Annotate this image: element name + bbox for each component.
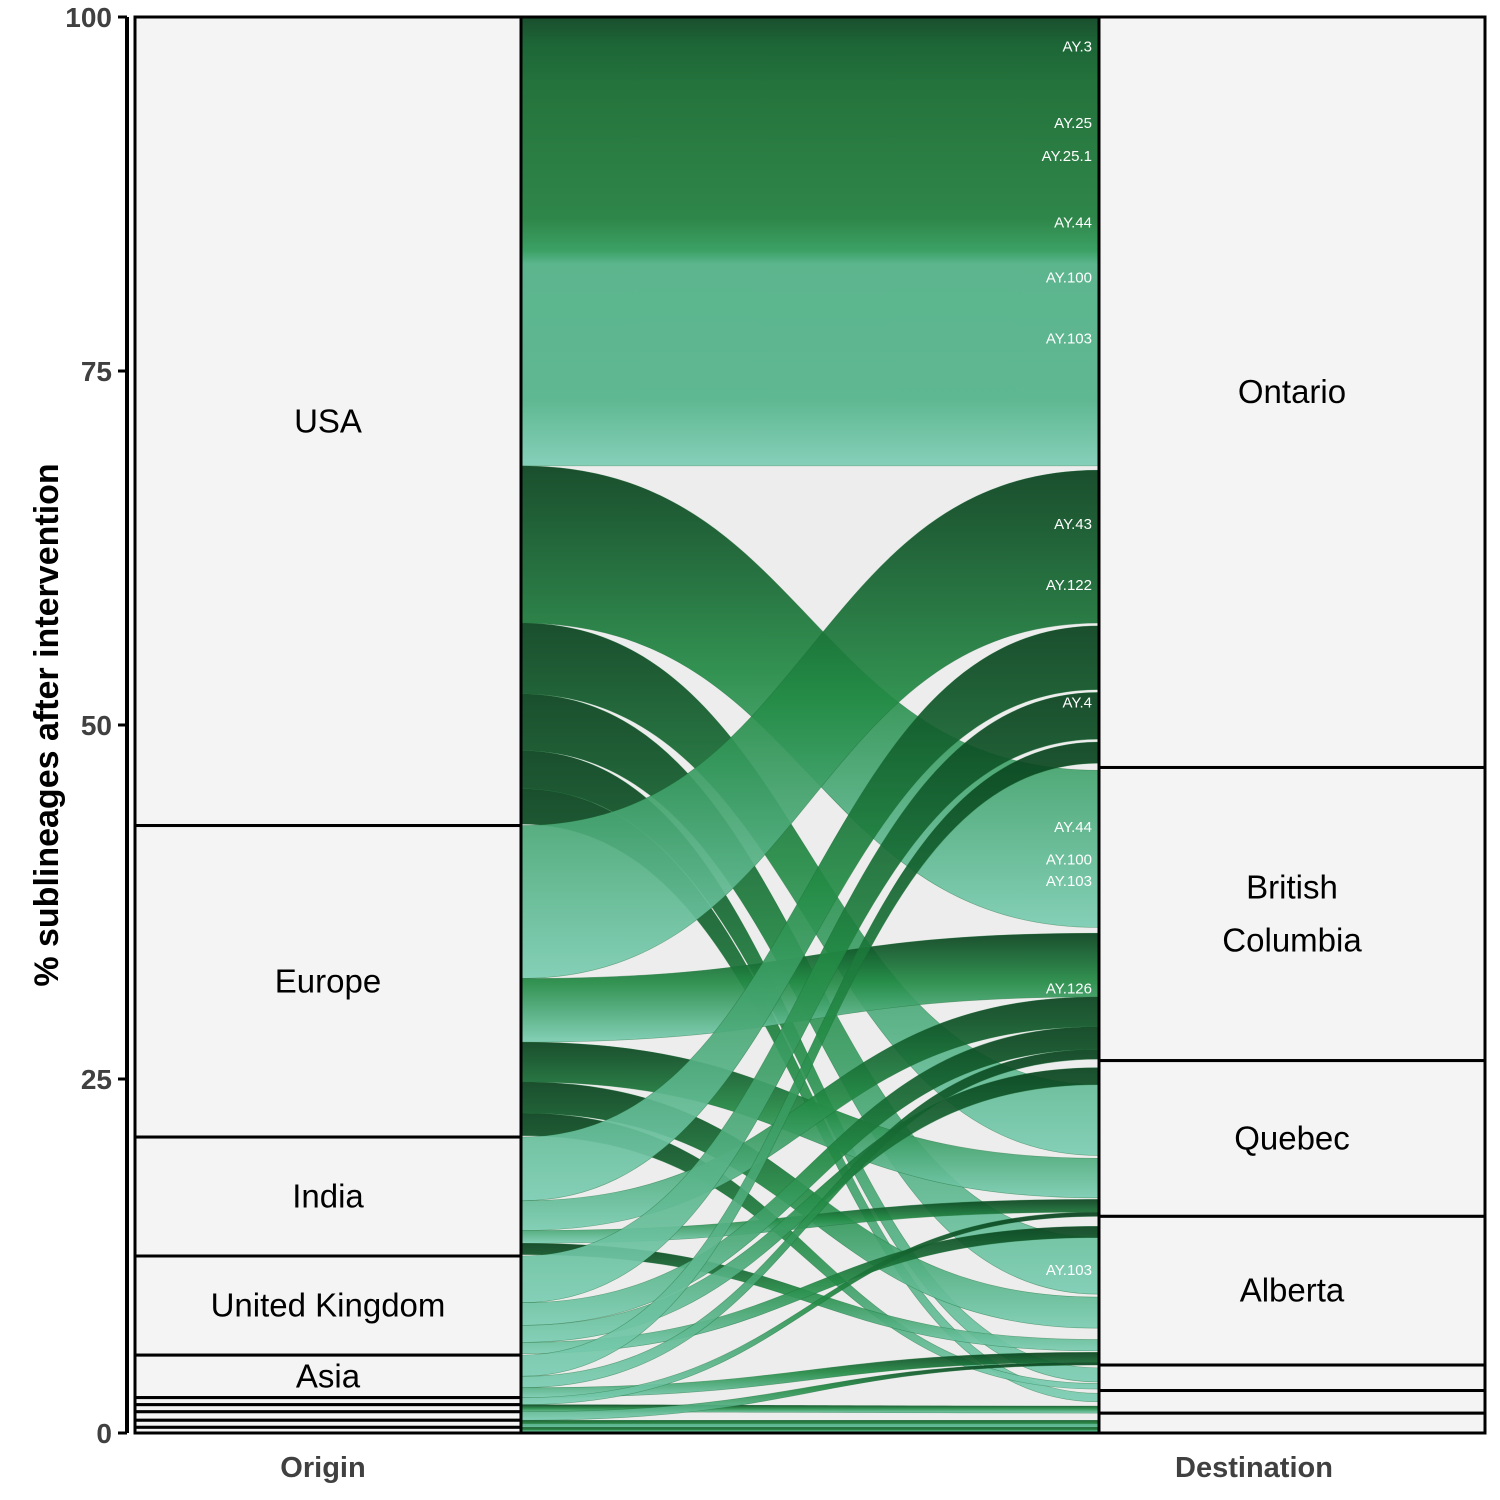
- destination-stratum-label: Quebec: [1234, 1119, 1350, 1156]
- lineage-label: AY.100: [1046, 270, 1092, 287]
- origin-stratum: [133, 1353, 523, 1400]
- lineage-label: AY.4: [1063, 694, 1092, 711]
- origin-stratum-label: United Kingdom: [211, 1287, 446, 1324]
- flow-band: [520, 1419, 1100, 1428]
- lineage-label: AY.100: [1046, 852, 1092, 869]
- y-tick-label: 0: [96, 1418, 112, 1449]
- y-axis-title: % sublineages after intervention: [28, 463, 66, 986]
- lineage-label: AY.126: [1046, 980, 1092, 997]
- destination-stratum: [1097, 1059, 1487, 1218]
- destination-stratum-label: Alberta: [1240, 1272, 1345, 1309]
- lineage-label: AY.44: [1054, 214, 1092, 231]
- lineage-label: AY.3: [1063, 39, 1092, 56]
- origin-stratum-label: Asia: [296, 1357, 361, 1394]
- lineage-label: AY.25.1: [1042, 148, 1092, 165]
- flow-band: [520, 16, 1100, 467]
- lineage-label: AY.103: [1046, 1262, 1092, 1279]
- lineage-label: AY.44: [1054, 819, 1092, 836]
- origin-stratum-label: India: [292, 1178, 364, 1215]
- y-tick-label: 25: [81, 1064, 112, 1095]
- destination-stratum: [1097, 765, 1487, 1063]
- lineage-labels: AY.3 AY.25 AY.25.1 AY.44 AY.100 AY.103 AY.43 AY…: [1042, 39, 1092, 1279]
- destination-stratum: [1097, 15, 1487, 769]
- origin-stratum-label: USA: [294, 402, 362, 439]
- destination-stratum-label: Columbia: [1222, 922, 1362, 959]
- origin-stratum: [133, 1425, 523, 1435]
- x-label-destination: Destination: [1175, 1452, 1333, 1484]
- y-tick-label: 50: [81, 710, 112, 741]
- destination-stratum: [1097, 1214, 1487, 1367]
- y-axis: 0 25 50 75 100: [65, 2, 129, 1449]
- lineage-label: AY.122: [1046, 577, 1092, 594]
- flow-group: [519, 15, 1101, 1435]
- lineage-label: AY.25: [1054, 115, 1092, 132]
- destination-stratum: [1097, 1363, 1487, 1393]
- origin-stratum: [133, 1135, 523, 1258]
- y-tick-label: 100: [65, 2, 112, 33]
- origin-stratum: [133, 15, 523, 828]
- origin-stratum: [133, 1254, 523, 1357]
- origin-stratum-label: Europe: [275, 962, 381, 999]
- y-tick-label: 75: [81, 356, 112, 387]
- destination-stratum: [1097, 1389, 1487, 1415]
- origin-stratum: [133, 824, 523, 1139]
- lineage-label: AY.43: [1054, 516, 1092, 533]
- destination-stratum-label: British: [1246, 869, 1338, 906]
- destination-stratum: [1097, 1411, 1487, 1435]
- lineage-label: AY.103: [1046, 330, 1092, 347]
- destination-strata: Ontario British Columbia Quebec Alberta: [1097, 15, 1487, 1435]
- lineage-label: AY.103: [1046, 873, 1092, 890]
- destination-stratum-label: Ontario: [1238, 373, 1346, 410]
- x-label-origin: Origin: [280, 1452, 365, 1484]
- origin-strata: USA Europe India United Kingdom Asia: [133, 15, 523, 1435]
